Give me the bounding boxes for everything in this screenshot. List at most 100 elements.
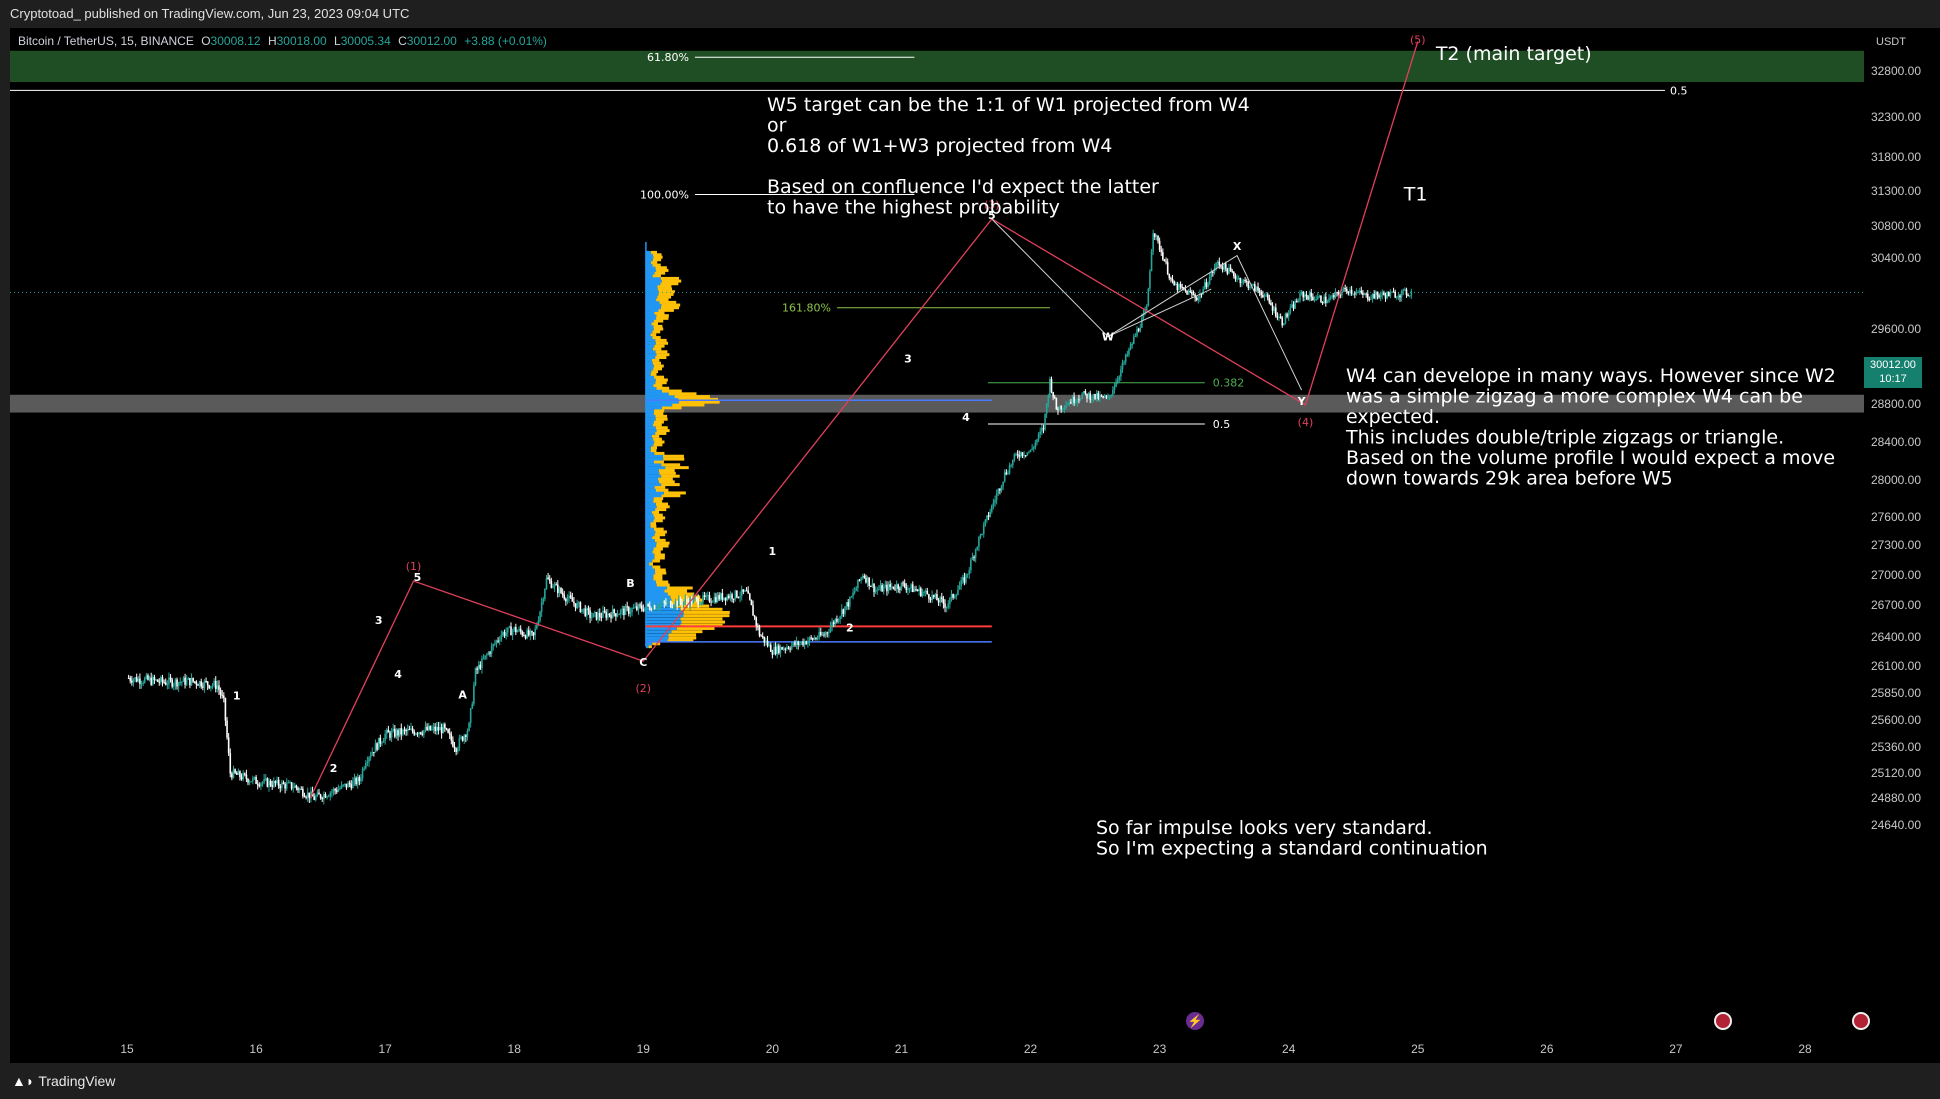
candle-body	[181, 681, 183, 683]
candle-body	[1131, 343, 1133, 345]
symbol-bar[interactable]: Bitcoin / TetherUS, 15, BINANCE O30008.1…	[18, 34, 547, 48]
candle-body	[177, 682, 180, 687]
candle-body	[986, 515, 988, 520]
candle-body	[515, 627, 517, 633]
candle-body	[1300, 292, 1303, 294]
candle-body	[240, 777, 243, 780]
footer-bar	[0, 1063, 1940, 1099]
candle-body	[724, 597, 727, 601]
volume-bar-low	[645, 400, 680, 404]
symbol-name[interactable]: Bitcoin / TetherUS, 15, BINANCE	[18, 34, 194, 48]
candle-body	[1045, 403, 1048, 414]
volume-bar-low	[645, 553, 655, 557]
candle-body	[1203, 282, 1206, 289]
candle-body	[247, 778, 249, 783]
candle-body	[955, 594, 958, 597]
candle-body	[487, 652, 490, 655]
volume-bar-low	[645, 449, 651, 453]
candle-body	[792, 642, 795, 646]
x-tick-label: 26	[1540, 1042, 1554, 1056]
candle-body	[853, 590, 856, 593]
candle-body	[879, 585, 882, 590]
candle-body	[1395, 297, 1398, 299]
chart-area[interactable]: 1 2 3 4 5 A B C 1 2 3 4 5 W X Y (1) (2) (3) (4) (5) 15 16 17 18…	[10, 28, 1940, 1063]
candle-body	[1103, 396, 1106, 398]
candle-body	[811, 638, 814, 640]
volume-bar-high	[656, 353, 670, 357]
us-flag-icon[interactable]	[1714, 1012, 1732, 1030]
candle-body	[1184, 289, 1187, 291]
candle-body	[294, 785, 296, 788]
candle-body	[1081, 393, 1083, 399]
us-flag-icon-2[interactable]	[1852, 1012, 1870, 1030]
candle-body	[1011, 459, 1014, 466]
volume-bar-low	[645, 350, 656, 354]
wave-label: 4	[962, 411, 970, 424]
candle-body	[1166, 262, 1169, 275]
candle-body	[695, 597, 698, 599]
volume-bar-high	[661, 463, 681, 467]
candle-body	[1178, 284, 1180, 291]
candle-body	[1287, 313, 1290, 317]
candle-body	[1086, 393, 1088, 399]
candle-body	[1073, 396, 1075, 403]
volume-bar-high	[655, 350, 668, 354]
volume-bar-high	[653, 324, 663, 328]
candle-body	[858, 579, 861, 581]
countdown-value: 10:17	[1879, 373, 1907, 385]
candle-body	[1210, 271, 1213, 278]
candle-body	[1304, 294, 1306, 298]
candle-body	[453, 746, 456, 749]
candle-body	[1095, 393, 1098, 399]
candle-body	[819, 631, 822, 636]
volume-bar-high	[655, 356, 667, 359]
volume-bar-high	[656, 268, 669, 272]
candle-body	[318, 792, 320, 795]
candle-body	[135, 677, 138, 682]
volume-bar-low	[645, 574, 654, 578]
candle-body	[429, 725, 432, 731]
tradingview-brand[interactable]: ▲◗ TradingView	[12, 1063, 115, 1099]
candle-body	[473, 685, 475, 704]
candle-body	[1186, 290, 1188, 295]
candle-body	[416, 733, 419, 735]
candle-body	[260, 783, 262, 787]
volume-bar-high	[652, 550, 661, 554]
volume-bar-high	[654, 375, 665, 379]
publisher-bar: Cryptotoad_ published on TradingView.com…	[0, 0, 1940, 28]
candle-body	[536, 625, 538, 629]
candle-body	[508, 626, 511, 628]
candle-body	[900, 582, 903, 590]
lightning-icon[interactable]: ⚡	[1186, 1012, 1204, 1030]
target-zone	[10, 50, 1864, 83]
candle-body	[376, 743, 378, 750]
candle-body	[1384, 294, 1387, 299]
candle-body	[1128, 349, 1130, 355]
volume-bar-high	[668, 633, 697, 637]
candle-body	[947, 603, 950, 608]
candle-body	[540, 602, 543, 612]
candle-body	[753, 615, 756, 618]
candle-body	[1237, 278, 1240, 280]
volume-bar-low	[645, 290, 659, 294]
publisher-text: Cryptotoad_ published on TradingView.com…	[10, 6, 410, 21]
candle-body	[658, 604, 661, 608]
candle-body	[799, 643, 801, 645]
w4-annotation-line: was a simple zigzag a more complex W4 ca…	[1346, 386, 1803, 408]
volume-bar-low	[645, 268, 657, 272]
candle-body	[873, 583, 875, 593]
volume-bar-high	[659, 300, 677, 304]
candle-body	[782, 648, 785, 650]
volume-bar-low	[645, 426, 656, 430]
candle-body	[582, 608, 585, 610]
candle-body	[1336, 292, 1338, 294]
candle-body	[944, 603, 946, 608]
candle-body	[1136, 329, 1138, 336]
candle-body	[997, 488, 1000, 494]
candle-body	[1226, 268, 1229, 274]
candle-body	[1145, 306, 1148, 311]
high-value: 30018.00	[276, 34, 327, 48]
candle-body	[1408, 295, 1411, 297]
volume-bar-high	[657, 287, 673, 291]
